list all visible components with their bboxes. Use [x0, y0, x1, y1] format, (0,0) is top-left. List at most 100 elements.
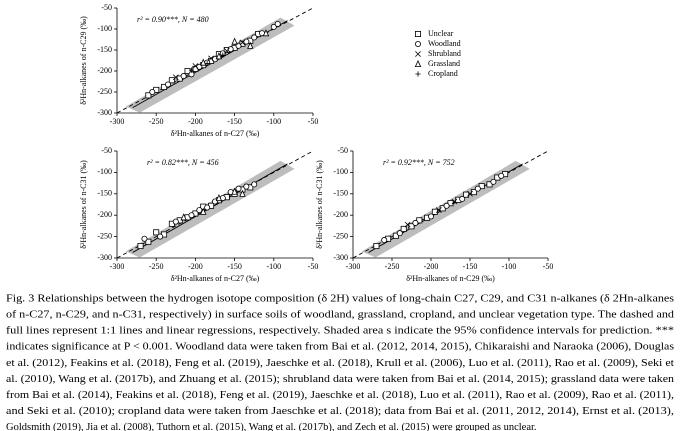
point — [168, 77, 175, 84]
point — [223, 47, 230, 54]
point — [396, 230, 403, 237]
x-tick-label: -100 — [266, 117, 281, 126]
annotation: r² = 0.92***, N = 752 — [383, 158, 455, 167]
point — [239, 189, 246, 197]
y-tick-label: -200 — [97, 210, 112, 219]
point — [215, 194, 223, 202]
point — [498, 172, 505, 179]
legend-marker — [415, 71, 421, 77]
point — [208, 55, 214, 62]
point — [381, 237, 388, 244]
x-axis-label: δ²Hn-alkanes of n-C27 (‰) — [171, 129, 260, 138]
point — [188, 212, 195, 219]
y-tick-label: -300 — [97, 253, 112, 262]
annotation: r² = 0.90***, N = 480 — [137, 15, 209, 24]
legend-marker — [414, 30, 421, 37]
point — [172, 218, 179, 225]
x-tick-label: -200 — [424, 262, 439, 271]
y-tick-label: -50 — [101, 146, 112, 155]
x-tick-label: -150 — [227, 117, 242, 126]
caption-line: and Seki et al. (2010); cropland data we… — [6, 406, 674, 417]
point — [235, 185, 242, 192]
point — [404, 221, 411, 228]
x-tick-label: -250 — [149, 262, 164, 271]
legend-marker — [414, 59, 422, 67]
y-tick-label: -50 — [101, 3, 112, 12]
panel: -300 -250 -200 -150 -100 -50 -300 -250 -200 -150 -… — [315, 146, 554, 283]
point — [270, 23, 277, 30]
point — [164, 81, 171, 88]
y-tick-label: -150 — [333, 189, 348, 198]
y-tick-label: -150 — [97, 189, 112, 198]
annotation: r² = 0.82***, N = 456 — [147, 158, 219, 167]
legend-label: Grassland — [428, 59, 460, 68]
panel: -300 -250 -200 -150 -100 -50 -300 -250 -200 -150 -… — [79, 146, 319, 283]
x-tick-label: -50 — [543, 262, 554, 271]
caption-line: Goldsmith (2019), Jia et al. (2008), Tut… — [6, 422, 537, 431]
point — [474, 185, 481, 192]
point — [200, 207, 207, 215]
y-tick-label: -200 — [333, 210, 348, 219]
point — [196, 207, 203, 214]
caption-line: al. (2010), Wang et al. (2017b), and Zhu… — [6, 374, 675, 385]
legend-marker — [414, 41, 421, 48]
point — [262, 29, 270, 37]
legend-label: Woodland — [428, 39, 461, 48]
point — [153, 229, 160, 236]
y-axis-label: δ²Hn-alkanes of n-C31 (‰) — [315, 160, 324, 249]
point — [184, 68, 191, 75]
point — [145, 238, 152, 245]
y-tick-label: -300 — [97, 108, 112, 117]
y-tick-label: -200 — [97, 66, 112, 75]
point — [204, 204, 211, 211]
x-tick-label: -250 — [149, 117, 164, 126]
point — [274, 20, 281, 27]
y-tick-label: -250 — [333, 231, 348, 240]
y-tick-label: -250 — [97, 231, 112, 240]
point — [467, 190, 473, 197]
x-tick-label: -200 — [188, 262, 203, 271]
point — [247, 41, 254, 49]
point — [251, 34, 258, 41]
point — [141, 235, 148, 242]
legend-label: Shrubland — [428, 49, 461, 58]
x-tick-label: -300 — [110, 117, 125, 126]
panel: -300 -250 -200 -150 -100 -50 -300 -250 -200 -150 -… — [79, 3, 461, 138]
point — [157, 233, 164, 240]
point — [435, 207, 442, 213]
point — [251, 181, 258, 188]
x-tick-label: -300 — [110, 262, 125, 271]
point — [459, 195, 466, 202]
point — [192, 63, 199, 69]
caption-line: Fig. 3 Relationships between the hydroge… — [6, 293, 674, 304]
y-axis-label: δ²Hn-alkanes of n-C31 (‰) — [79, 160, 88, 249]
y-tick-label: -50 — [337, 146, 348, 155]
point — [451, 198, 458, 205]
y-axis-label: δ²Hn-alkanes of n-C29 (‰) — [79, 16, 88, 105]
y-tick-label: -100 — [97, 24, 112, 33]
point — [137, 243, 144, 250]
point — [149, 89, 156, 96]
point — [231, 187, 238, 195]
point — [180, 213, 187, 221]
point — [172, 74, 179, 81]
x-tick-label: -50 — [308, 117, 319, 126]
x-tick-label: -150 — [227, 262, 242, 271]
x-axis-label: δ²Hn-alkanes of n-C29 (‰) — [406, 274, 495, 283]
point — [215, 52, 223, 60]
point — [463, 191, 470, 198]
x-axis-label: δ²Hn-alkanes of n-C27 (‰) — [171, 274, 260, 283]
caption-line: of n-C27, n-C29, and n-C31, respectively… — [6, 310, 675, 321]
point — [220, 52, 226, 58]
y-tick-label: -250 — [97, 87, 112, 96]
point — [204, 60, 210, 67]
x-tick-label: -250 — [385, 262, 400, 271]
x-tick-label: -100 — [266, 262, 281, 271]
y-tick-label: -100 — [97, 167, 112, 176]
legend-marker — [415, 51, 421, 57]
caption-line: et al. (2012), Feakins et al. (2018), Fe… — [6, 358, 674, 369]
x-tick-label: -50 — [308, 262, 319, 271]
point — [145, 92, 152, 99]
legend-label: Cropland — [428, 69, 458, 78]
point — [373, 243, 380, 250]
